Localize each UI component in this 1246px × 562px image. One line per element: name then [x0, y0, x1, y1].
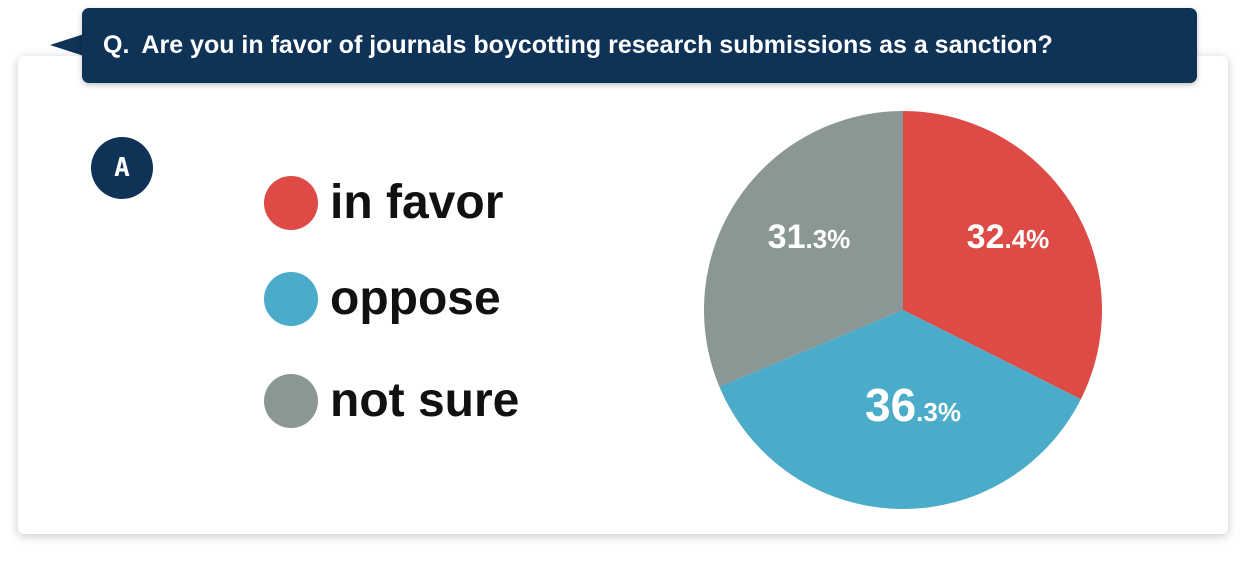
slice-label-dec-in-favor: .4%	[1005, 224, 1050, 254]
legend-label-oppose: oppose	[330, 272, 501, 325]
panel-badge: A	[91, 137, 153, 199]
slice-label-int-in-favor: 32	[967, 218, 1005, 256]
legend-swatch-in-favor	[264, 176, 318, 230]
legend-label-not-sure: not sure	[330, 374, 520, 427]
pie-slice-not-sure	[704, 111, 903, 387]
question-text: Q. Are you in favor of journals boycottin…	[103, 31, 1053, 60]
question-body: Are you in favor of journals boycotting …	[141, 31, 1053, 59]
pie-slice-oppose	[719, 310, 1081, 509]
legend-item-in-favor: in favor	[264, 176, 503, 230]
slice-label-int-oppose: 36	[865, 379, 916, 431]
legend-label-in-favor: in favor	[330, 176, 504, 229]
question-bubble-tail	[50, 34, 84, 56]
question-header: Q. Are you in favor of journals boycottin…	[82, 8, 1197, 83]
slice-label-not-sure: 31.3%	[768, 218, 851, 256]
slice-label-in-favor: 32.4%	[967, 218, 1050, 256]
legend-swatch-oppose	[264, 272, 318, 326]
slice-label-oppose: 36.3%	[865, 379, 961, 431]
slice-label-int-not-sure: 31	[768, 218, 806, 256]
pie-slice-in-favor	[903, 111, 1102, 400]
slice-label-dec-not-sure: .3%	[806, 224, 851, 254]
question-prefix: Q.	[103, 31, 130, 59]
legend-item-not-sure: not sure	[264, 374, 519, 428]
slice-label-dec-oppose: .3%	[916, 397, 961, 427]
legend-swatch-not-sure	[264, 374, 318, 428]
legend-item-oppose: oppose	[264, 272, 501, 326]
